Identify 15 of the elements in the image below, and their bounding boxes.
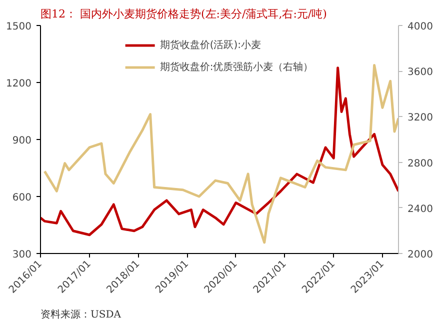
y2-tick-label: 3600	[408, 67, 433, 78]
y2-tick-label: 3200	[408, 112, 433, 124]
y-tick-label: 600	[12, 192, 32, 204]
y-tick-label: 900	[12, 136, 32, 146]
y-tick-label: 1200	[6, 78, 32, 90]
y2-tick-label: 2800	[408, 158, 433, 170]
y-tick-label: 300	[12, 250, 32, 260]
legend-label: 期货收盘价:优质强筋小麦（右轴）	[160, 60, 314, 74]
y2-tick-label: 2400	[408, 204, 433, 215]
y-tick-label: 1500	[6, 22, 32, 32]
y2-tick-label: 2000	[408, 250, 433, 260]
text: 资料来源：USDA	[40, 308, 122, 320]
legend-label: 期货收盘价(活跃):小麦	[160, 38, 261, 52]
chart-title: 图12： 国内外小麦期货价格走势(左:美分/蒲式耳,右:元/吨)	[40, 8, 327, 20]
y2-tick-label: 4000	[408, 22, 433, 32]
